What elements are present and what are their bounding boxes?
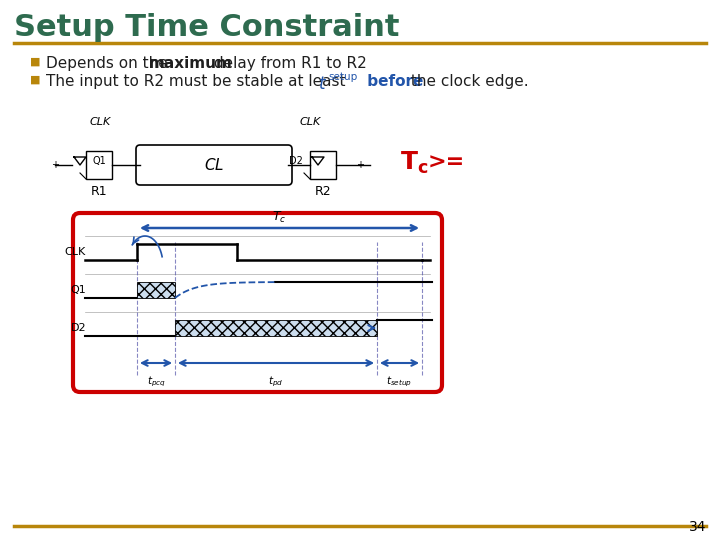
Text: The input to R2 must be stable at least: The input to R2 must be stable at least (46, 74, 351, 89)
Polygon shape (175, 320, 377, 336)
Text: CLK: CLK (89, 117, 111, 127)
Text: D2: D2 (289, 156, 303, 166)
Text: $\it{t}$: $\it{t}$ (318, 75, 327, 93)
Text: R1: R1 (91, 185, 107, 198)
Text: ■: ■ (30, 57, 40, 67)
Text: setup: setup (328, 72, 357, 83)
Text: CLK: CLK (65, 247, 86, 257)
Text: Q1: Q1 (92, 156, 106, 166)
FancyBboxPatch shape (136, 145, 292, 185)
Text: +: + (51, 160, 59, 170)
Text: $T_c$: $T_c$ (272, 210, 287, 225)
Text: R2: R2 (315, 185, 331, 198)
FancyBboxPatch shape (86, 151, 112, 179)
Text: $t_{pcq}$: $t_{pcq}$ (146, 375, 166, 389)
FancyBboxPatch shape (73, 213, 442, 392)
Text: the clock edge.: the clock edge. (406, 74, 528, 89)
Text: $t_{setup}$: $t_{setup}$ (387, 375, 413, 389)
Text: >=: >= (428, 153, 465, 173)
Text: Depends on the: Depends on the (46, 56, 173, 71)
Text: CLK: CLK (300, 117, 320, 127)
Text: Q1: Q1 (71, 285, 86, 295)
Text: $\mathit{CL}$: $\mathit{CL}$ (204, 157, 224, 173)
Text: delay from R1 to R2: delay from R1 to R2 (209, 56, 366, 71)
FancyBboxPatch shape (310, 151, 336, 179)
Text: +: + (356, 160, 364, 170)
Text: before: before (362, 74, 423, 89)
Text: $\mathbf{T_c}$: $\mathbf{T_c}$ (400, 150, 428, 176)
Text: $t_{pd}$: $t_{pd}$ (269, 375, 284, 389)
Text: D2: D2 (71, 323, 86, 333)
Text: Setup Time Constraint: Setup Time Constraint (14, 13, 400, 42)
Text: maximum: maximum (149, 56, 233, 71)
Polygon shape (137, 282, 175, 298)
Text: 34: 34 (688, 520, 706, 534)
Text: ■: ■ (30, 75, 40, 85)
